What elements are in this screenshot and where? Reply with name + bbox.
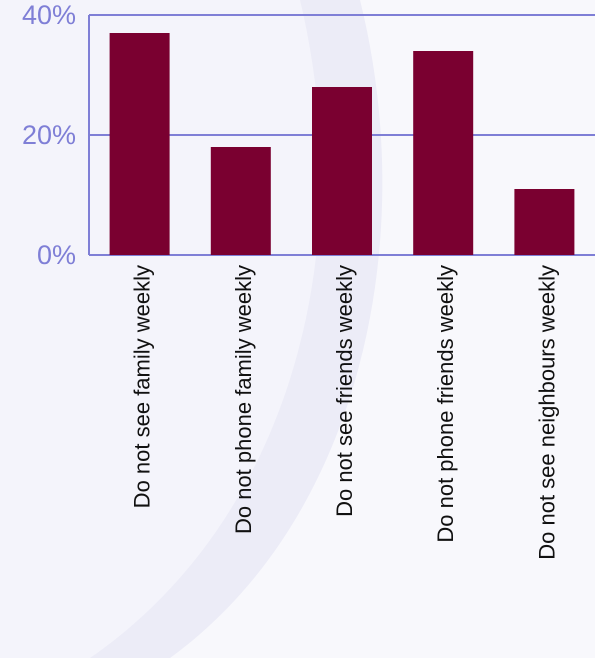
bar	[210, 147, 271, 255]
y-tick-label: 20%	[22, 120, 76, 150]
x-axis-category-labels: Do not see family weekly Do not phone fam…	[130, 265, 560, 560]
bar	[312, 87, 372, 255]
y-tick-label: 40%	[22, 0, 76, 30]
bar	[413, 51, 474, 255]
bar	[514, 189, 575, 255]
bars	[109, 33, 575, 255]
x-category-label: Do not see family weekly	[130, 265, 155, 508]
x-category-label: Do not see neighbours weekly	[534, 265, 559, 560]
y-tick-label: 0%	[37, 240, 76, 270]
bar	[109, 33, 170, 255]
y-axis-ticks: 0% 20% 40%	[22, 0, 76, 270]
x-category-label: Do not see friends weekly	[332, 265, 357, 517]
x-category-label: Do not phone friends weekly	[433, 265, 458, 543]
x-category-label: Do not phone family weekly	[231, 265, 256, 534]
